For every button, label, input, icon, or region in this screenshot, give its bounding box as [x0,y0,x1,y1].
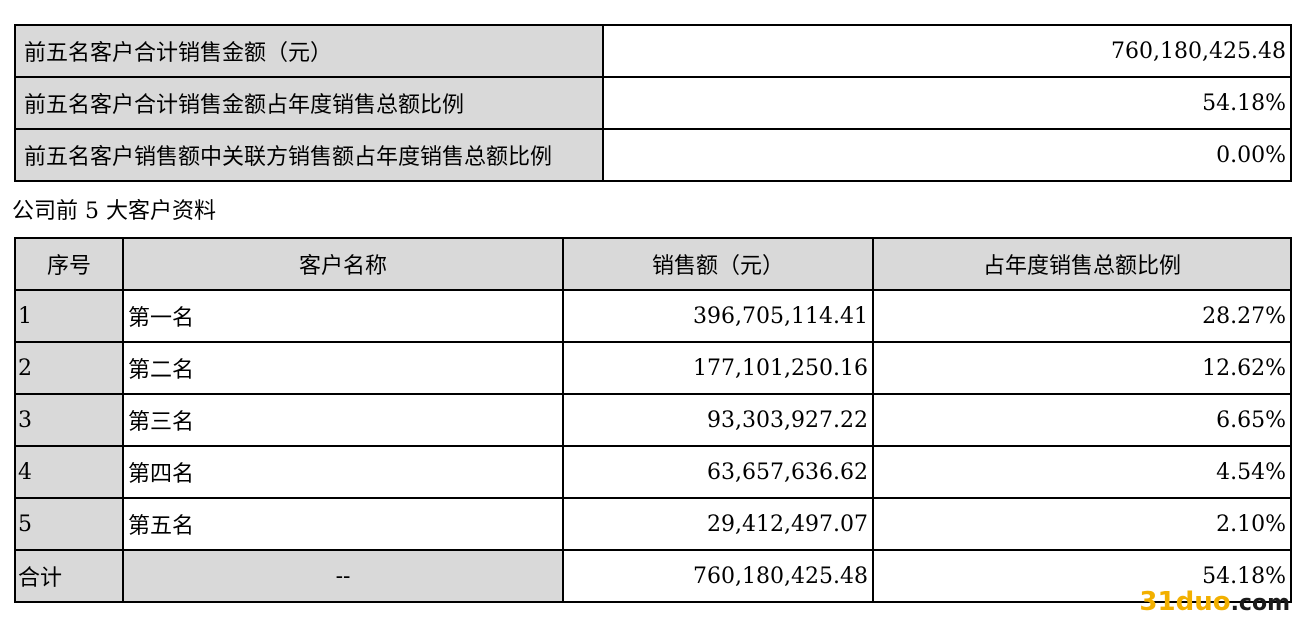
table-row: 2 第二名 177,101,250.16 12.62% [14,341,1292,395]
table-row: 3 第三名 93,303,927.22 6.65% [14,393,1292,447]
header-name: 客户名称 [122,237,564,291]
row-amount: 396,705,114.41 [562,289,874,343]
summary-value: 0.00% [602,128,1292,182]
header-index: 序号 [14,237,124,291]
total-ratio: 54.18% [872,549,1292,603]
row-ratio: 28.27% [872,289,1292,343]
row-index: 4 [14,445,124,499]
total-label: 合计 [14,549,124,603]
watermark-tld: .com [1230,591,1290,616]
header-ratio: 占年度销售总额比例 [872,237,1292,291]
total-amount: 760,180,425.48 [562,549,874,603]
table-header-row: 序号 客户名称 销售额（元） 占年度销售总额比例 [14,237,1292,291]
summary-table: 前五名客户合计销售金额（元） 760,180,425.48 前五名客户合计销售金… [14,24,1292,182]
site-watermark: 31duo.com [1139,587,1290,617]
row-ratio: 12.62% [872,341,1292,395]
table-row: 4 第四名 63,657,636.62 4.54% [14,445,1292,499]
row-name: 第四名 [122,445,564,499]
summary-value: 760,180,425.48 [602,24,1292,78]
table-total-row: 合计 -- 760,180,425.48 54.18% [14,549,1292,603]
row-ratio: 4.54% [872,445,1292,499]
row-amount: 93,303,927.22 [562,393,874,447]
row-name: 第二名 [122,341,564,395]
row-amount: 63,657,636.62 [562,445,874,499]
watermark-number: 31 [1139,587,1176,617]
row-name: 第一名 [122,289,564,343]
row-index: 2 [14,341,124,395]
watermark-domain: duo [1175,587,1231,617]
table-row: 1 第一名 396,705,114.41 28.27% [14,289,1292,343]
row-amount: 29,412,497.07 [562,497,874,551]
summary-row: 前五名客户合计销售金额占年度销售总额比例 54.18% [14,76,1292,130]
row-amount: 177,101,250.16 [562,341,874,395]
summary-label: 前五名客户销售额中关联方销售额占年度销售总额比例 [14,128,604,182]
summary-row: 前五名客户销售额中关联方销售额占年度销售总额比例 0.00% [14,128,1292,182]
row-index: 1 [14,289,124,343]
row-name: 第五名 [122,497,564,551]
customer-table: 序号 客户名称 销售额（元） 占年度销售总额比例 1 第一名 396,705,1… [14,237,1292,603]
row-ratio: 2.10% [872,497,1292,551]
row-ratio: 6.65% [872,393,1292,447]
table-caption: 公司前 5 大客户资料 [12,199,216,224]
row-name: 第三名 [122,393,564,447]
total-name: -- [122,549,564,603]
header-amount: 销售额（元） [562,237,874,291]
row-index: 5 [14,497,124,551]
summary-label: 前五名客户合计销售金额（元） [14,24,604,78]
table-row: 5 第五名 29,412,497.07 2.10% [14,497,1292,551]
summary-row: 前五名客户合计销售金额（元） 760,180,425.48 [14,24,1292,78]
row-index: 3 [14,393,124,447]
summary-label: 前五名客户合计销售金额占年度销售总额比例 [14,76,604,130]
summary-value: 54.18% [602,76,1292,130]
